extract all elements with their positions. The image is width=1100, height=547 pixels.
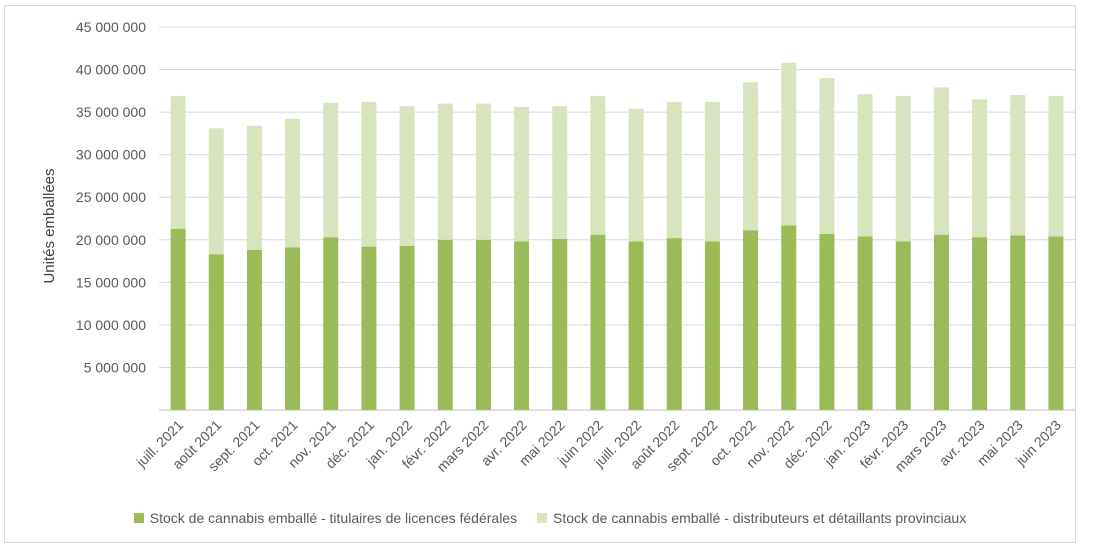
y-tick-label: 40 000 000: [76, 62, 146, 78]
bar-provincial: [361, 101, 377, 247]
bar-federal: [781, 225, 797, 410]
bar-provincial: [514, 107, 530, 242]
bar-federal: [475, 239, 491, 410]
bar-federal: [704, 241, 720, 410]
bar-provincial: [552, 106, 568, 239]
bar-federal: [819, 233, 835, 410]
bar-provincial: [437, 103, 453, 240]
bar-provincial: [399, 106, 415, 246]
bar-federal: [1010, 235, 1026, 410]
legend: Stock de cannabis emballé - titulaires d…: [0, 510, 1100, 526]
bar-provincial: [475, 103, 491, 240]
bar-federal: [1048, 236, 1064, 410]
legend-swatch-provincial: [536, 513, 547, 523]
y-tick-label: 15 000 000: [76, 274, 146, 290]
bar-provincial: [1010, 95, 1026, 236]
y-tick-labels: 5 000 000 10 000 000 15 000 000 20 000 000 2…: [76, 19, 146, 375]
legend-item-provincial: Stock de cannabis emballé - distributeur…: [536, 510, 967, 526]
legend-item-federal: Stock de cannabis emballé - titulaires d…: [133, 510, 518, 526]
y-tick-label: 45 000 000: [76, 19, 146, 35]
bar-provincial: [628, 108, 644, 242]
bar-provincial: [895, 95, 911, 242]
bar-federal: [170, 228, 186, 410]
bar-federal: [361, 246, 377, 410]
y-tick-label: 35 000 000: [76, 104, 146, 120]
y-tick-label: 20 000 000: [76, 232, 146, 248]
bar-provincial: [590, 95, 606, 235]
bar-federal: [628, 241, 644, 410]
bar-federal: [933, 234, 949, 410]
bar-federal: [208, 254, 224, 410]
y-tick-label: 25 000 000: [76, 189, 146, 205]
bar-federal: [857, 236, 873, 410]
y-axis-label: Unités emballées: [41, 168, 58, 283]
bar-federal: [743, 230, 759, 410]
bar-federal: [399, 245, 415, 410]
bar-provincial: [857, 94, 873, 237]
bar-provincial: [704, 101, 720, 242]
bar-federal: [895, 241, 911, 410]
gridlines: [159, 26, 1075, 411]
bar-federal: [323, 237, 339, 410]
legend-label-federal: Stock de cannabis emballé - titulaires d…: [149, 510, 518, 526]
bar-provincial: [933, 87, 949, 235]
bar-federal: [246, 249, 262, 410]
bar-provincial: [323, 102, 339, 238]
bar-federal: [552, 238, 568, 410]
bar-provincial: [972, 99, 988, 238]
bar-provincial: [743, 82, 759, 231]
bar-provincial: [781, 62, 797, 226]
bar-provincial: [208, 128, 224, 255]
legend-label-provincial: Stock de cannabis emballé - distributeur…: [552, 510, 967, 526]
bar-federal: [590, 234, 606, 410]
bar-federal: [437, 239, 453, 410]
y-tick-label: 5 000 000: [84, 359, 146, 375]
y-tick-label: 30 000 000: [76, 147, 146, 163]
y-tick-label: 10 000 000: [76, 317, 146, 333]
bar-provincial: [819, 78, 835, 234]
bars: [170, 62, 1064, 410]
bar-provincial: [1048, 95, 1064, 237]
bar-federal: [285, 247, 301, 410]
bar-provincial: [666, 101, 682, 239]
bar-federal: [972, 237, 988, 410]
bar-federal: [514, 241, 530, 410]
bar-provincial: [285, 118, 301, 248]
bar-provincial: [170, 95, 186, 229]
bar-federal: [666, 238, 682, 410]
legend-swatch-federal: [133, 513, 144, 523]
bar-provincial: [246, 125, 262, 250]
